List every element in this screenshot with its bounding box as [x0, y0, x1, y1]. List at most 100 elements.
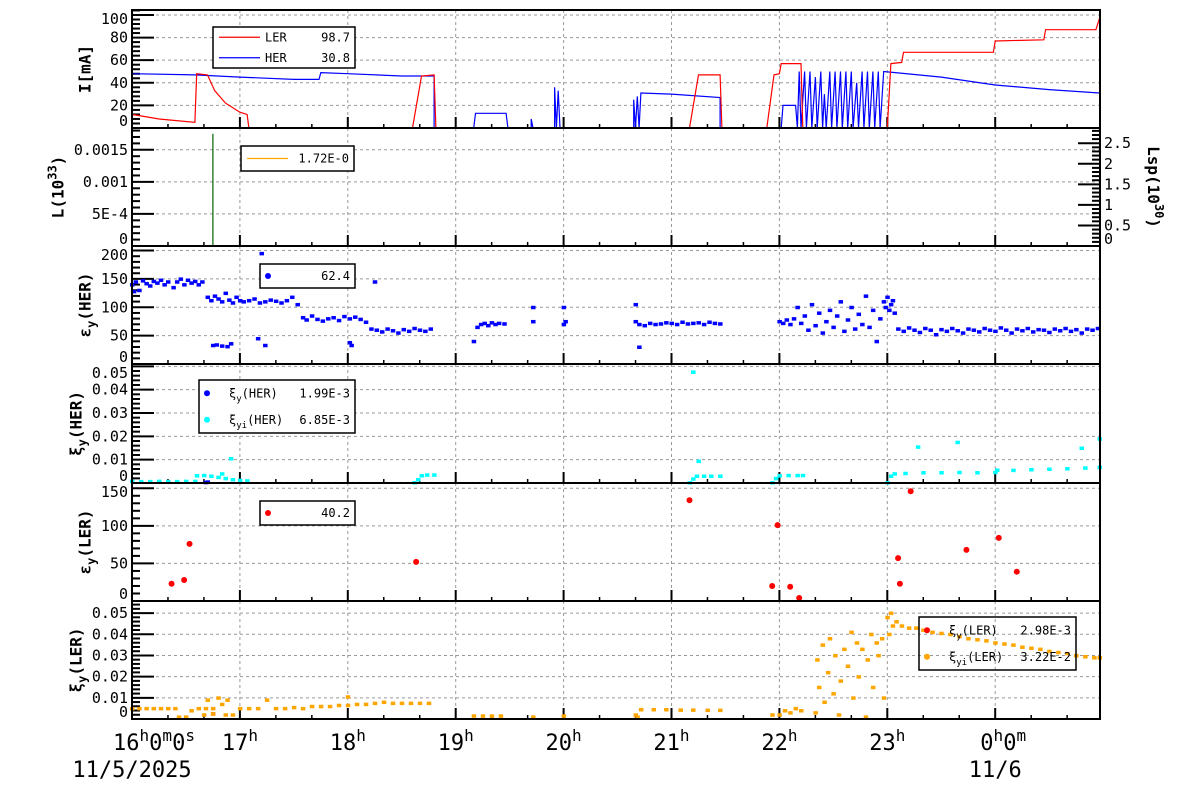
legend: 62.4 — [259, 263, 356, 289]
data-point — [531, 319, 536, 324]
data-point — [225, 698, 230, 702]
data-point — [701, 474, 707, 478]
y-tick-label: 0 — [119, 230, 128, 248]
data-point — [144, 706, 149, 711]
data-point — [228, 457, 234, 461]
y-axis-title-part: ε — [76, 328, 95, 338]
x-tick-label: 17h — [222, 726, 258, 756]
data-point — [144, 281, 149, 286]
data-point — [995, 534, 1002, 541]
data-point — [349, 343, 354, 348]
y-tick-label: 50 — [110, 327, 128, 345]
data-point — [336, 318, 342, 323]
data-point — [809, 302, 815, 307]
data-point — [186, 540, 193, 547]
data-point — [791, 317, 797, 321]
data-point — [201, 473, 207, 478]
data-point — [257, 301, 263, 305]
data-point — [928, 328, 933, 332]
data-point — [955, 329, 960, 333]
data-point — [777, 319, 782, 324]
data-point — [531, 305, 536, 310]
data-point — [227, 298, 232, 302]
data-point — [984, 639, 989, 643]
data-point — [158, 706, 164, 711]
data-point — [415, 478, 421, 482]
data-point — [189, 709, 194, 713]
data-point — [396, 331, 401, 335]
data-point — [901, 329, 906, 334]
x-tick-main: 23 — [869, 731, 896, 756]
x-tick-part: h — [248, 726, 258, 745]
data-point — [223, 713, 229, 717]
data-point — [798, 709, 804, 713]
data-point — [502, 322, 507, 326]
data-point — [1052, 327, 1058, 331]
data-point — [471, 339, 477, 344]
data-point — [638, 707, 644, 712]
data-point — [1068, 329, 1074, 334]
data-point — [921, 628, 926, 633]
y-tick-label: 0 — [119, 703, 128, 721]
data-point — [865, 658, 871, 662]
x-tick-main: 16 — [113, 731, 140, 756]
data-point — [369, 327, 374, 331]
data-point — [1083, 655, 1088, 659]
y-tick-label: 150 — [101, 270, 128, 288]
data-point — [696, 459, 701, 464]
data-point — [770, 713, 775, 717]
data-point — [885, 615, 890, 620]
data-point — [993, 329, 998, 334]
data-point — [1003, 328, 1009, 332]
data-point — [201, 713, 207, 717]
legend-entry-value: 62.4 — [321, 269, 350, 283]
legend: LER 98.7 HER 30.8 — [212, 26, 356, 69]
data-point — [327, 704, 333, 709]
data-point — [1063, 326, 1068, 331]
data-point — [820, 331, 826, 335]
data-point — [225, 344, 230, 349]
legend-entry-name-part: ξ — [949, 650, 956, 664]
data-point — [214, 343, 220, 347]
data-point — [318, 704, 324, 709]
data-point — [820, 643, 826, 647]
data-point — [888, 611, 894, 616]
data-point — [849, 630, 854, 635]
y-axis-title-part: (HER) — [76, 272, 95, 320]
data-point — [486, 323, 491, 328]
x-tick-main: 17 — [222, 731, 249, 756]
legend-entry-name-part: (HER) — [242, 386, 278, 400]
x-tick-part: m — [1016, 726, 1026, 745]
data-point — [975, 638, 980, 642]
data-point — [223, 476, 229, 481]
data-point — [178, 277, 184, 281]
y-axis-title-part: y — [76, 676, 90, 683]
data-point — [1020, 645, 1025, 649]
data-point — [885, 295, 890, 300]
data-point — [246, 706, 252, 711]
y-axis-title-part: ε — [76, 565, 95, 575]
data-point — [210, 706, 216, 711]
data-point — [930, 630, 935, 635]
data-point — [856, 675, 862, 679]
data-point — [874, 339, 880, 344]
data-point — [955, 440, 960, 445]
data-point — [531, 715, 536, 719]
data-point — [194, 474, 200, 478]
data-point — [780, 321, 786, 326]
legend-entry-value: 1.99E-3 — [299, 386, 350, 400]
y-axis-title: εy(LER) — [76, 509, 99, 574]
data-point — [352, 315, 358, 319]
x-tick-main: 20 — [546, 731, 573, 756]
data-point — [777, 474, 782, 478]
data-point — [140, 279, 146, 283]
data-point — [998, 326, 1004, 330]
data-point — [633, 713, 639, 717]
legend-entry-name: ξyi(LER) — [949, 650, 1003, 668]
legend-entry-name-part: ξ — [229, 386, 236, 400]
data-point — [155, 281, 160, 285]
legend-box — [198, 379, 356, 434]
data-point — [372, 280, 378, 284]
data-point — [685, 322, 691, 326]
